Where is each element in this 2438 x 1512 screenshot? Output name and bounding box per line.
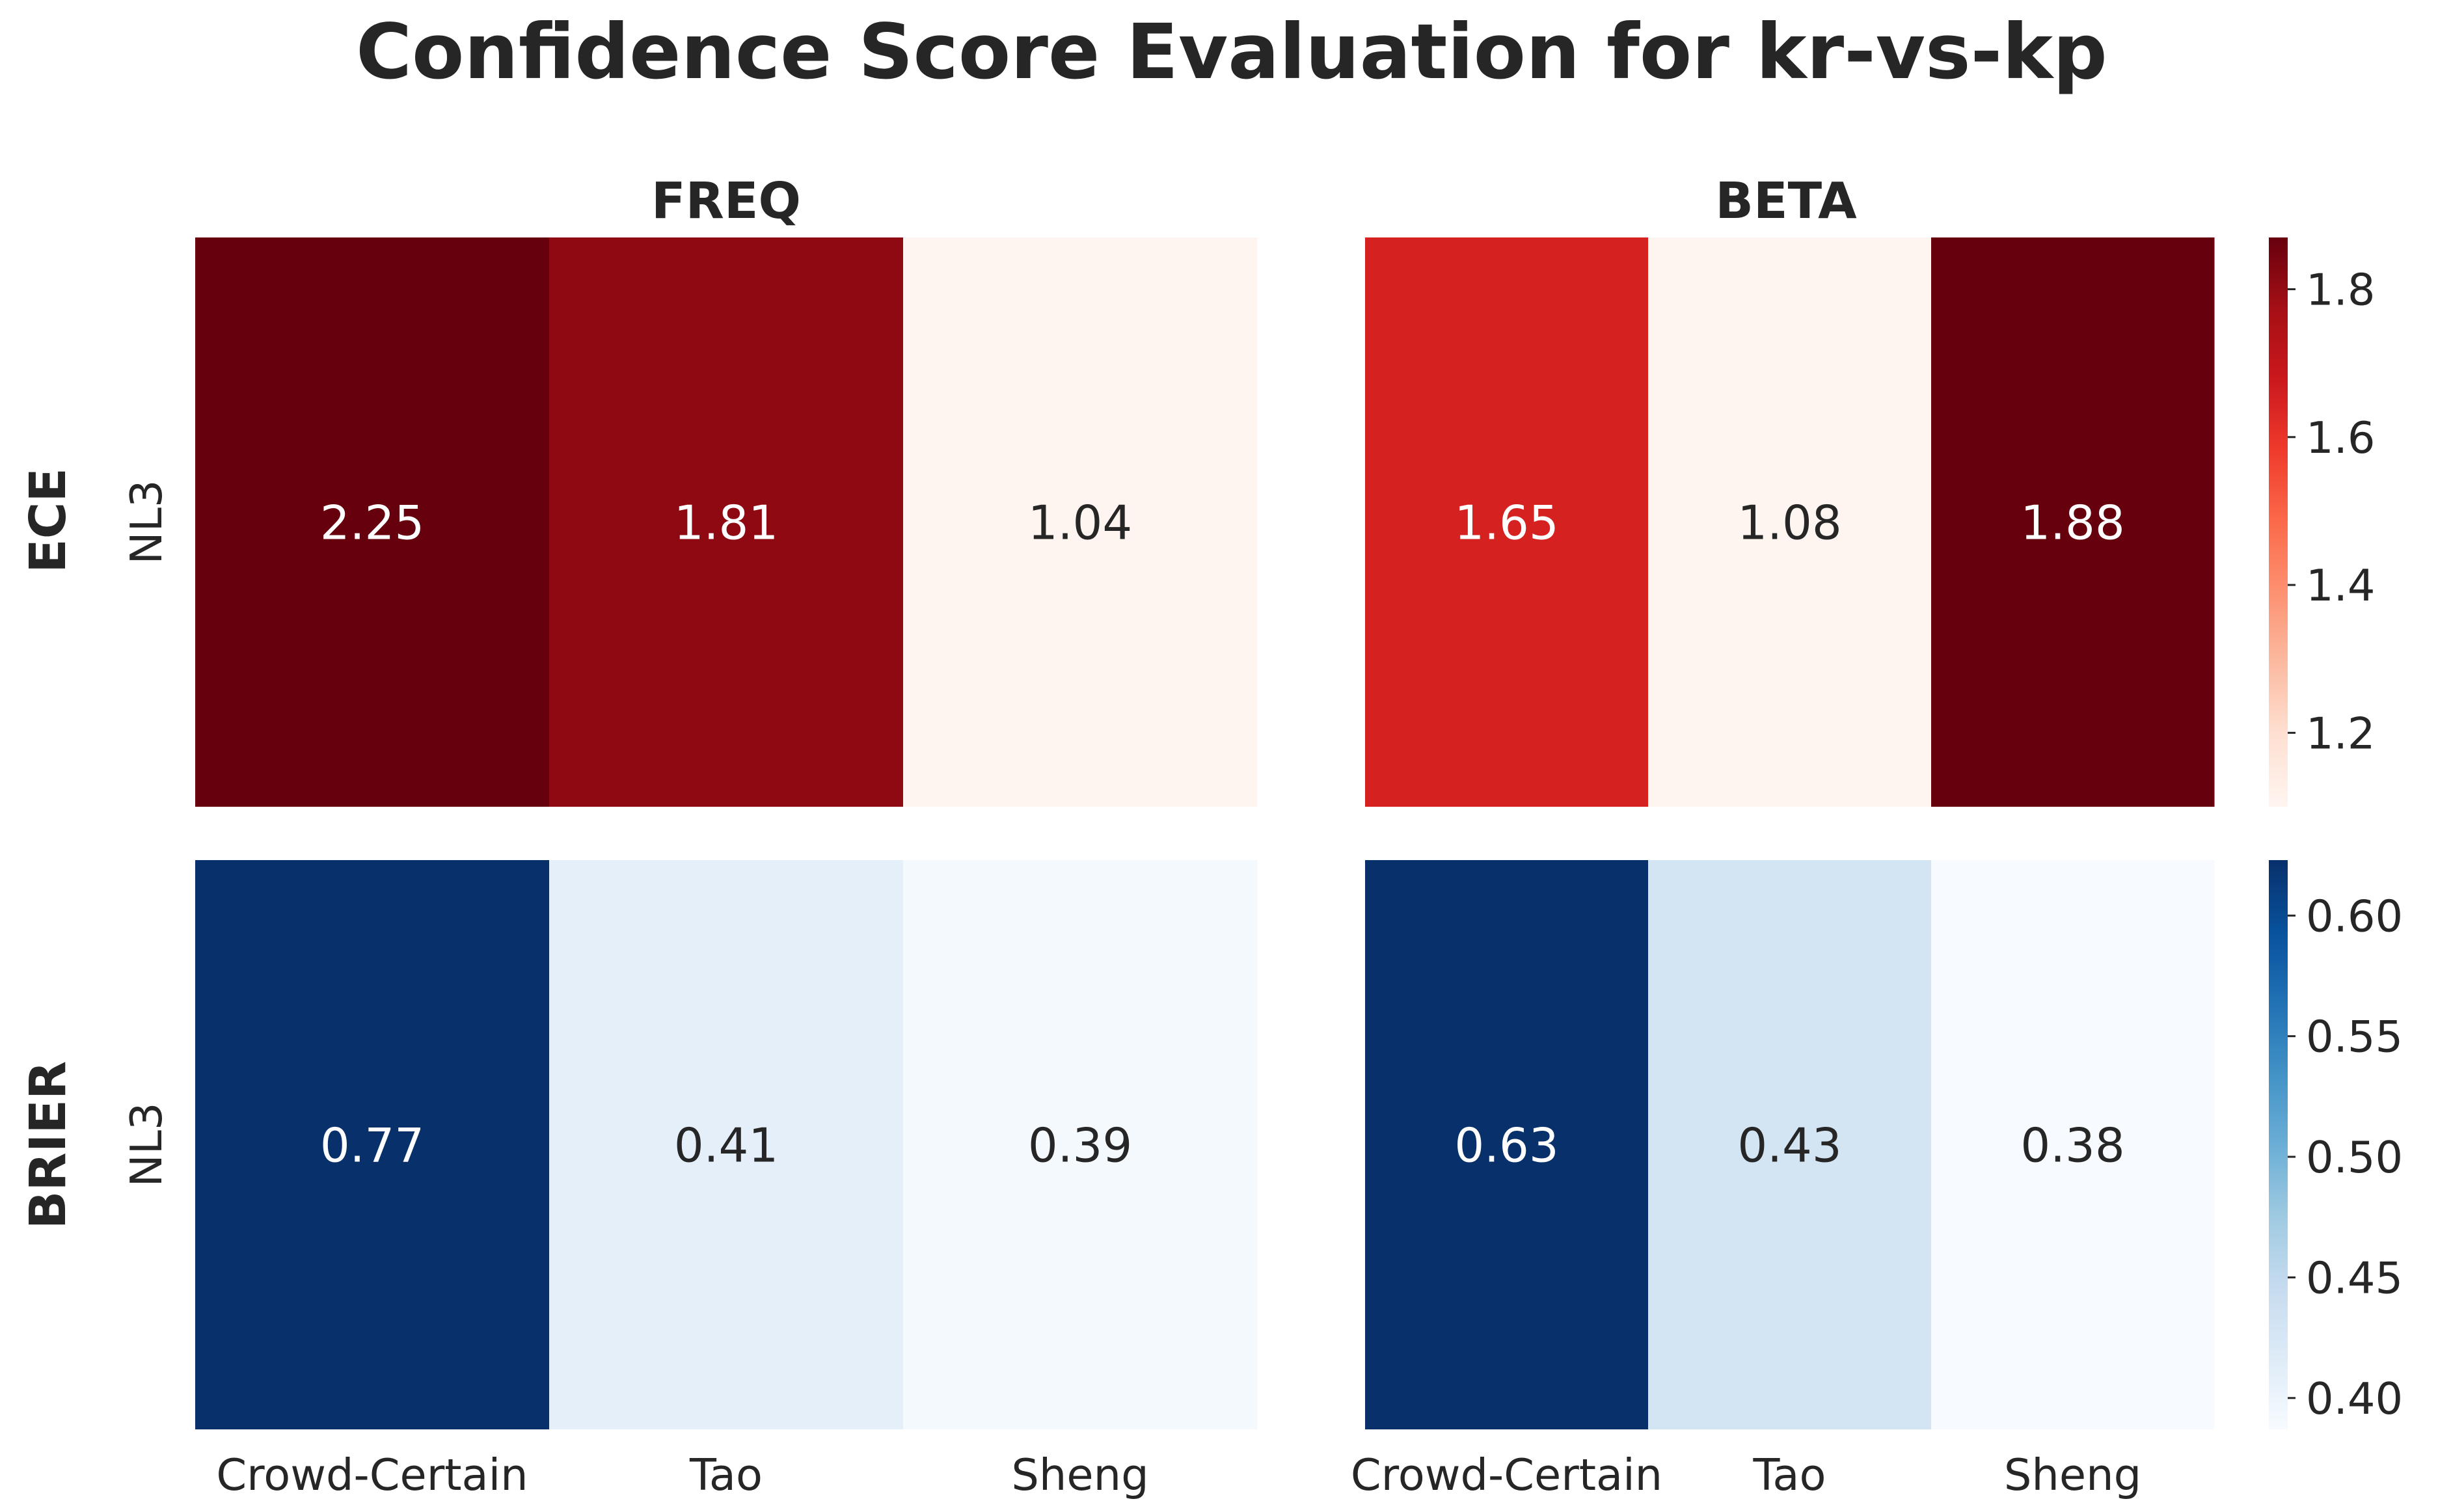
colorbar-gradient	[2269, 237, 2288, 807]
panel-brier-beta: 0.63 0.43 0.38	[1365, 860, 2215, 1429]
heatmap-cell-ece-freq-tao	[549, 237, 904, 807]
y-tick-label-ece: NL3	[121, 479, 172, 564]
cell-value-label: 0.38	[2020, 1118, 2124, 1173]
heatmap-cell-ece-beta-tao	[1648, 237, 1932, 807]
heatmap-cell-brier-freq-tao	[549, 860, 904, 1429]
cell-value-label: 1.08	[1737, 496, 1841, 550]
colorbar-ece: 1.2 1.4 1.6 1.8	[2269, 237, 2376, 807]
cell-value-label: 0.43	[1737, 1118, 1841, 1173]
heatmap-cell-ece-freq-crowd-certain	[195, 237, 550, 807]
colorbar-tick-label: 0.45	[2306, 1252, 2403, 1303]
cell-value-label: 0.41	[674, 1118, 778, 1173]
heatmap-cell-ece-beta-crowd-certain	[1365, 237, 1649, 807]
heatmap-cell-ece-freq-sheng	[903, 237, 1258, 807]
x-tick-label-beta-sheng: Sheng	[2004, 1450, 2141, 1500]
cell-value-label: 0.63	[1454, 1118, 1558, 1173]
heatmap-cell-brier-beta-crowd-certain	[1365, 860, 1649, 1429]
y-tick-label-brier: NL3	[121, 1102, 172, 1187]
colorbar-tick-label: 0.40	[2306, 1373, 2403, 1424]
colorbar-gradient	[2269, 860, 2288, 1429]
row-title-brier: BRIER	[20, 1061, 77, 1230]
colorbar-brier: 0.40 0.45 0.50 0.55 0.60	[2269, 860, 2403, 1429]
panel-brier-freq: 0.77 0.41 0.39	[195, 860, 1258, 1429]
x-tick-label-beta-crowd-certain: Crowd-Certain	[1351, 1450, 1662, 1500]
column-title-freq: FREQ	[651, 172, 801, 230]
x-tick-label-beta-tao: Tao	[1753, 1450, 1826, 1500]
colorbar-tick-label: 0.60	[2306, 891, 2403, 941]
colorbars: 1.2 1.4 1.6 1.8 0.40 0.45 0.50 0.55 0.60	[2269, 237, 2403, 1429]
cell-value-label: 0.77	[320, 1118, 424, 1173]
colorbar-tick-label: 0.50	[2306, 1132, 2403, 1183]
panel-ece-beta: 1.65 1.08 1.88	[1365, 237, 2215, 807]
heatmap-cell-brier-beta-tao	[1648, 860, 1932, 1429]
column-title-beta: BETA	[1715, 172, 1857, 230]
cell-value-label: 0.39	[1028, 1118, 1132, 1173]
colorbar-tick-label: 0.55	[2306, 1012, 2403, 1062]
heatmap-cell-brier-beta-sheng	[1931, 860, 2215, 1429]
row-title-ece: ECE	[20, 468, 77, 573]
cell-value-label: 2.25	[320, 496, 424, 550]
chart-title: Confidence Score Evaluation for kr-vs-kp	[356, 7, 2107, 96]
cell-value-label: 1.88	[2020, 496, 2124, 550]
panel-ece-freq: 2.25 1.81 1.04	[195, 237, 1258, 807]
colorbar-tick-label: 1.6	[2306, 412, 2376, 463]
x-tick-label-freq-sheng: Sheng	[1011, 1450, 1148, 1500]
colorbar-tick-label: 1.4	[2306, 560, 2376, 611]
heatmap-cell-ece-beta-sheng	[1931, 237, 2215, 807]
heatmap-cell-brier-freq-crowd-certain	[195, 860, 550, 1429]
heatmap-cell-brier-freq-sheng	[903, 860, 1258, 1429]
cell-value-label: 1.65	[1454, 496, 1558, 550]
heatmap-panels: 2.25 1.81 1.04 1.65 1.08 1.88 0.77 0.41 0.39 0.63…	[121, 237, 2215, 1500]
cell-value-label: 1.04	[1028, 496, 1132, 550]
cell-value-label: 1.81	[674, 496, 778, 550]
colorbar-tick-label: 1.8	[2306, 265, 2376, 316]
x-tick-label-freq-crowd-certain: Crowd-Certain	[216, 1450, 528, 1500]
colorbar-tick-label: 1.2	[2306, 708, 2376, 759]
x-tick-label-freq-tao: Tao	[689, 1450, 763, 1500]
